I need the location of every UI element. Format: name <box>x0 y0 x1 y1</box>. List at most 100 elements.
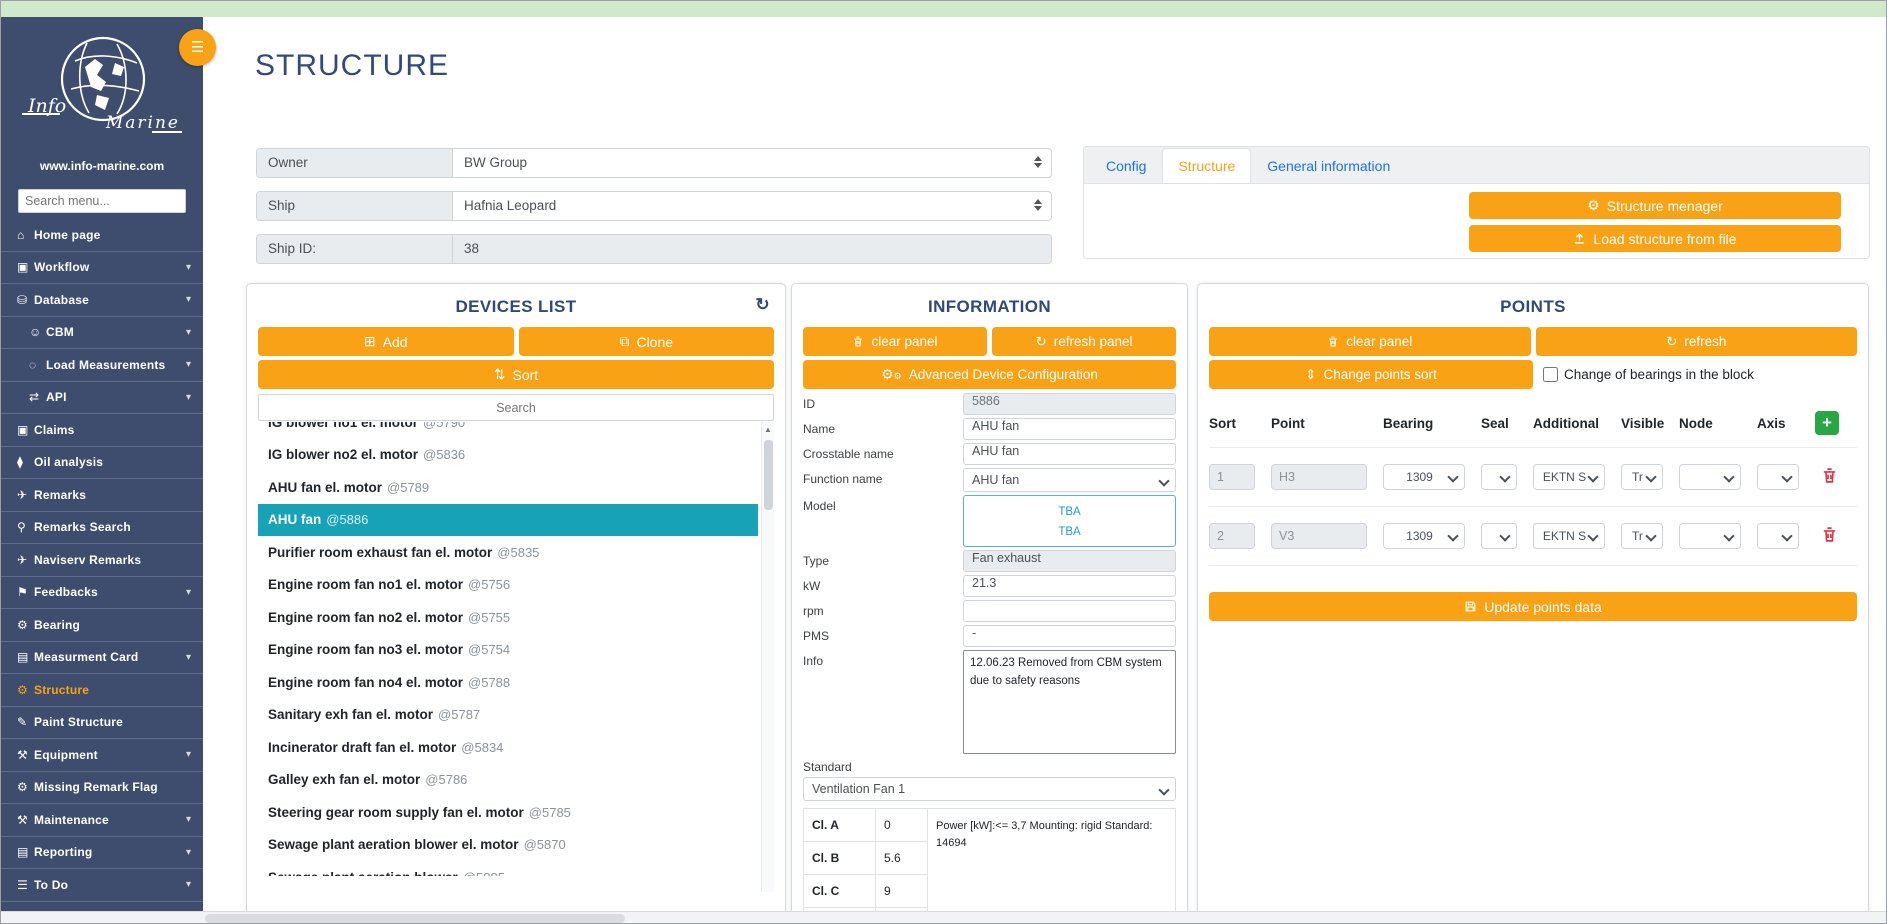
info-clear-panel-button[interactable]: clear panel <box>803 327 987 356</box>
node-select[interactable] <box>1679 523 1741 549</box>
sidebar-item-paint-structure[interactable]: ✎ Paint Structure ▾ <box>1 707 203 740</box>
visible-select[interactable]: Tr <box>1621 464 1663 490</box>
point-field: V3 <box>1271 523 1367 549</box>
sidebar-item-label: Feedbacks <box>34 585 98 599</box>
sort-alpha-icon: ⇅ <box>494 366 506 383</box>
owner-select[interactable]: BW Group <box>453 149 1051 177</box>
delete-point-button[interactable] <box>1815 465 1843 489</box>
change-points-sort-button[interactable]: ⇕ Change points sort <box>1209 360 1533 389</box>
horizontal-scrollbar[interactable] <box>1 911 1887 924</box>
ship-select[interactable]: Hafnia Leopard <box>453 192 1051 220</box>
sidebar-item-reporting[interactable]: ▤ Reporting ▾ <box>1 837 203 870</box>
device-list-item[interactable]: Engine room fan no3 el. motor @5754 <box>258 634 758 667</box>
chevron-down-icon: ▾ <box>186 879 191 890</box>
sort-field: 1 <box>1209 464 1255 490</box>
pms-field[interactable]: - <box>963 625 1176 647</box>
points-clear-panel-button[interactable]: clear panel <box>1209 327 1531 356</box>
sidebar-item-to-do[interactable]: ☰ To Do ▾ <box>1 869 203 902</box>
sidebar-item-missing-remark-flag[interactable]: ⚙ Missing Remark Flag ▾ <box>1 772 203 805</box>
axis-select[interactable] <box>1757 523 1799 549</box>
update-points-data-button[interactable]: Update points data <box>1209 592 1857 621</box>
axis-select[interactable] <box>1757 464 1799 490</box>
sidebar-item-database[interactable]: ⛁ Database ▾ <box>1 284 203 317</box>
sidebar-item-maintenance[interactable]: ⚒ Maintenance ▾ <box>1 804 203 837</box>
device-list-item[interactable]: Galley exh fan el. motor @5786 <box>258 764 758 797</box>
sidebar-item-personal[interactable]: ⚷ Personal ▾ <box>1 902 203 912</box>
points-refresh-button[interactable]: ↻ refresh <box>1536 327 1858 356</box>
device-list-item[interactable]: Purifier room exhaust fan el. motor @583… <box>258 536 758 569</box>
config-tabs-card: Config Structure General information ⚙ S… <box>1083 146 1870 259</box>
delete-point-button[interactable] <box>1815 524 1843 548</box>
add-device-button[interactable]: ⊞ Add <box>258 327 514 356</box>
kw-field[interactable]: 21.3 <box>963 575 1176 597</box>
sidebar-item-workflow[interactable]: ▣ Workflow ▾ <box>1 252 203 285</box>
devices-scrollbar[interactable]: ▲ <box>761 422 774 892</box>
node-select[interactable] <box>1679 464 1741 490</box>
id-card-icon: ▤ <box>17 650 34 664</box>
tab-config[interactable]: Config <box>1090 148 1162 183</box>
rpm-field[interactable] <box>963 600 1176 622</box>
sidebar-item-remarks[interactable]: ✈ Remarks ▾ <box>1 479 203 512</box>
seal-select[interactable] <box>1481 464 1517 490</box>
sidebar-item-cbm[interactable]: ☺ CBM ▾ <box>1 317 203 350</box>
seal-select[interactable] <box>1481 523 1517 549</box>
sidebar-item-api[interactable]: ⇄ API ▾ <box>1 382 203 415</box>
sidebar-item-feedbacks[interactable]: ⚑ Feedbacks ▾ <box>1 577 203 610</box>
tab-structure[interactable]: Structure <box>1162 148 1251 183</box>
load-structure-from-file-button[interactable]: Load structure from file <box>1469 225 1841 252</box>
sort-devices-button[interactable]: ⇅ Sort <box>258 360 774 389</box>
sidebar-item-remarks-search[interactable]: ⚲ Remarks Search ▾ <box>1 512 203 545</box>
briefcase-icon: ▣ <box>17 260 34 274</box>
sidebar-item-home-page[interactable]: ⌂ Home page ▾ <box>1 219 203 252</box>
tab-general-information[interactable]: General information <box>1251 148 1406 183</box>
device-list-item[interactable]: AHU fan el. motor @5789 <box>258 471 758 504</box>
sidebar-item-structure[interactable]: ⚙ Structure ▾ <box>1 674 203 707</box>
additional-select[interactable]: EKTN S <box>1533 464 1605 490</box>
scrollbar-thumb[interactable] <box>764 440 773 510</box>
device-list-item[interactable]: Incinerator draft fan el. motor @5834 <box>258 731 758 764</box>
additional-select[interactable]: EKTN S <box>1533 523 1605 549</box>
sidebar-item-claims[interactable]: ▣ Claims ▾ <box>1 414 203 447</box>
add-point-button[interactable]: + <box>1815 411 1839 435</box>
sidebar-item-load-measurements[interactable]: ◌ Load Measurements ▾ <box>1 349 203 382</box>
device-list-item[interactable]: Sewage plant aeration blower @5885 <box>258 861 758 876</box>
trash-icon <box>1327 335 1339 348</box>
hamburger-menu-button[interactable]: ☰ <box>179 29 216 66</box>
visible-select[interactable]: Tr <box>1621 523 1663 549</box>
device-list-item[interactable]: IG blower no1 el. motor @5790 <box>258 422 758 439</box>
bearing-select[interactable]: 1309 <box>1383 464 1465 490</box>
chevron-down-icon: ▾ <box>186 587 191 598</box>
device-list-item[interactable]: Engine room fan no1 el. motor @5756 <box>258 569 758 602</box>
device-list-item[interactable]: Steering gear room supply fan el. motor … <box>258 796 758 829</box>
function-name-select[interactable]: AHU fan <box>963 468 1176 492</box>
info-refresh-panel-button[interactable]: ↻ refresh panel <box>992 327 1176 356</box>
refresh-icon[interactable]: ↻ <box>755 295 770 315</box>
scroll-up-icon[interactable]: ▲ <box>762 422 774 434</box>
model-textarea[interactable]: TBATBA <box>963 495 1176 547</box>
info-textarea[interactable]: 12.06.23 Removed from CBM system due to … <box>963 650 1176 754</box>
clone-device-button[interactable]: ⧉ Clone <box>519 327 775 356</box>
structure-manager-button[interactable]: ⚙ Structure menager <box>1469 192 1841 219</box>
field-label-crosstable: Crosstable name <box>803 443 963 461</box>
scrollbar-thumb[interactable] <box>205 914 625 923</box>
sidebar-item-bearing[interactable]: ⚙ Bearing ▾ <box>1 609 203 642</box>
device-list-item[interactable]: Engine room fan no4 el. motor @5788 <box>258 666 758 699</box>
device-list-item[interactable]: Engine room fan no2 el. motor @5755 <box>258 601 758 634</box>
devices-list-title: DEVICES LIST ↻ <box>258 293 774 327</box>
name-field[interactable]: AHU fan <box>963 418 1176 440</box>
advanced-device-configuration-button[interactable]: ⚙⚙ Advanced Device Configuration <box>803 360 1176 389</box>
device-list-item[interactable]: Sewage plant aeration blower el. motor @… <box>258 829 758 862</box>
standard-select[interactable]: Ventilation Fan 1 <box>803 777 1176 801</box>
sidebar-item-equipment[interactable]: ⚒ Equipment ▾ <box>1 739 203 772</box>
bearing-select[interactable]: 1309 <box>1383 523 1465 549</box>
crosstable-name-field[interactable]: AHU fan <box>963 443 1176 465</box>
sidebar-search-input[interactable] <box>18 189 186 213</box>
devices-search-input[interactable] <box>258 394 774 421</box>
sidebar-item-measurment-card[interactable]: ▤ Measurment Card ▾ <box>1 642 203 675</box>
sidebar-item-oil-analysis[interactable]: ⧫ Oil analysis ▾ <box>1 447 203 480</box>
device-list-item[interactable]: Sanitary exh fan el. motor @5787 <box>258 699 758 732</box>
change-bearings-checkbox[interactable] <box>1543 367 1558 382</box>
sidebar-item-naviserv-remarks[interactable]: ✈ Naviserv Remarks ▾ <box>1 544 203 577</box>
device-list-item[interactable]: IG blower no2 el. motor @5836 <box>258 439 758 472</box>
device-list-item[interactable]: AHU fan @5886 <box>258 504 758 537</box>
